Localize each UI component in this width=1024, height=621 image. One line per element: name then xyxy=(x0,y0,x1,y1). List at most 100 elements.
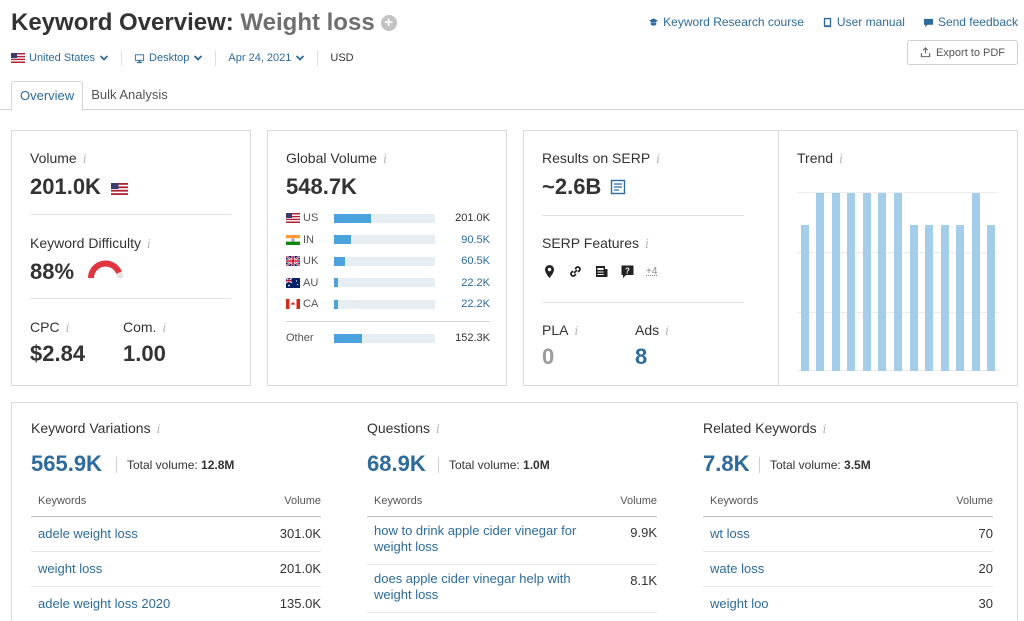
country-row-ca: CA 22.2K xyxy=(286,298,490,310)
link-icon[interactable] xyxy=(568,264,583,279)
keyword-link[interactable]: adele weight loss xyxy=(38,526,138,541)
trend-bar[interactable] xyxy=(878,193,887,371)
serp-features-label: SERP Features i xyxy=(542,235,649,251)
trend-bar[interactable] xyxy=(847,193,856,371)
keyword-volume: 70 xyxy=(978,526,993,541)
keyword-link[interactable]: wate loss xyxy=(710,561,765,576)
country-row-other: Other 152.3K xyxy=(286,332,490,344)
serp-snapshot-icon[interactable] xyxy=(610,179,626,195)
ads-label: Ads i xyxy=(635,322,669,338)
global-volume-card: Global Volume i 548.7K US 201.0K IN 90.5K UK 6… xyxy=(267,130,507,386)
related-count[interactable]: 7.8K xyxy=(703,451,750,476)
info-icon[interactable]: i xyxy=(436,422,440,436)
trend-bar[interactable] xyxy=(971,193,980,371)
send-feedback-link[interactable]: Send feedback xyxy=(923,15,1018,29)
global-volume-value: 548.7K xyxy=(286,174,357,199)
tab-overview[interactable]: Overview xyxy=(11,81,84,111)
title-keyword: Weight loss xyxy=(240,9,375,36)
info-icon[interactable]: i xyxy=(656,152,661,166)
trend-bar[interactable] xyxy=(940,225,949,371)
question-icon[interactable]: ? xyxy=(620,264,635,279)
trend-bar[interactable] xyxy=(956,225,965,371)
info-icon[interactable]: i xyxy=(645,237,649,251)
divider xyxy=(30,298,231,299)
trend-bar[interactable] xyxy=(909,225,918,371)
variations-count[interactable]: 565.9K xyxy=(31,451,102,476)
au-flag-icon xyxy=(286,277,300,288)
country-row-in: IN 90.5K xyxy=(286,234,490,246)
country-volume[interactable]: 22.2K xyxy=(461,298,490,310)
keyword-link[interactable]: adele weight loss 2020 xyxy=(38,596,171,611)
export-pdf-button[interactable]: Export to PDF xyxy=(907,40,1018,65)
keyword-course-link[interactable]: Keyword Research course xyxy=(648,15,804,29)
info-icon[interactable]: i xyxy=(147,237,151,251)
pla-label: PLA i xyxy=(542,322,579,338)
chevron-down-icon xyxy=(194,55,203,61)
info-icon[interactable]: i xyxy=(162,321,167,335)
keyword-link[interactable]: weight loss xyxy=(38,561,103,576)
country-row-au: AU 22.2K xyxy=(286,277,490,289)
results-label: Results on SERP i xyxy=(542,150,661,166)
com-label: Com. i xyxy=(123,319,167,335)
country-volume[interactable]: 60.5K xyxy=(461,255,490,267)
volume-share-fill xyxy=(334,333,363,343)
filters-bar: United States Desktop Apr 24, 2021 USD xyxy=(11,50,378,66)
com-value: 1.00 xyxy=(123,341,166,366)
info-icon[interactable]: i xyxy=(82,152,87,166)
trend-bar[interactable] xyxy=(862,193,871,371)
volume-share-bar xyxy=(334,256,435,266)
keyword-volume: 301.0K xyxy=(279,526,321,541)
info-icon[interactable]: i xyxy=(822,422,827,436)
map-pin-icon[interactable] xyxy=(542,264,557,279)
questions-count[interactable]: 68.9K xyxy=(367,451,426,476)
keyword-link[interactable]: weight loo xyxy=(710,596,769,611)
volume-card: Volume i 201.0K Keyword Difficulty i 88% C… xyxy=(11,130,251,386)
pla-value: 0 xyxy=(542,344,555,369)
difficulty-label: Keyword Difficulty i xyxy=(30,235,151,251)
tab-bar: Overview Bulk Analysis xyxy=(11,81,176,111)
keyword-volume: 9.9K xyxy=(630,525,657,540)
info-icon[interactable]: i xyxy=(839,152,843,166)
more-features-link[interactable]: +4 xyxy=(646,266,658,277)
info-icon[interactable]: i xyxy=(65,321,70,335)
news-icon[interactable] xyxy=(594,264,609,279)
user-manual-link[interactable]: User manual xyxy=(822,15,905,29)
table-row: adele weight loss 301.0K xyxy=(31,517,321,552)
keyword-link[interactable]: how to drink apple cider vinegar for wei… xyxy=(374,523,577,554)
keyword-link[interactable]: wt loss xyxy=(710,526,750,541)
country-code: US xyxy=(286,212,318,224)
date-selector[interactable]: Apr 24, 2021 xyxy=(228,50,319,66)
country-volume: 152.3K xyxy=(455,332,490,344)
device-selector[interactable]: Desktop xyxy=(134,50,217,66)
country-selector[interactable]: United States xyxy=(11,50,123,66)
trend-chart xyxy=(797,192,999,371)
country-volume[interactable]: 22.2K xyxy=(461,276,490,289)
add-keyword-icon[interactable]: + xyxy=(380,15,397,31)
volume-share-fill xyxy=(334,213,372,223)
ads-value[interactable]: 8 xyxy=(635,344,648,369)
trend-bar[interactable] xyxy=(925,225,934,371)
info-icon[interactable]: i xyxy=(665,324,669,338)
tab-bulk-analysis[interactable]: Bulk Analysis xyxy=(91,87,168,102)
info-icon[interactable]: i xyxy=(574,324,579,338)
keyword-volume: 20 xyxy=(978,561,993,576)
desktop-icon xyxy=(134,53,145,63)
volume-share-bar xyxy=(334,213,435,223)
trend-bar[interactable] xyxy=(831,193,840,371)
us-flag-icon xyxy=(11,53,25,63)
table-row: weight loss 201.0K xyxy=(31,552,321,587)
trend-bar[interactable] xyxy=(894,193,902,371)
country-volume[interactable]: 90.5K xyxy=(461,233,490,246)
trend-bar[interactable] xyxy=(816,193,825,371)
svg-text:?: ? xyxy=(625,267,630,276)
info-icon[interactable]: i xyxy=(383,152,387,166)
info-icon[interactable]: i xyxy=(156,422,161,436)
book-icon xyxy=(823,17,832,27)
divider xyxy=(542,215,744,216)
trend-bar[interactable] xyxy=(800,225,809,371)
country-volume: 201.0K xyxy=(455,212,490,224)
questions-widget: Questions i 68.9K Total volume: 1.0M Keyw… xyxy=(367,403,657,621)
volume-share-fill xyxy=(334,235,352,244)
trend-bar[interactable] xyxy=(987,225,996,371)
keyword-link[interactable]: does apple cider vinegar help with weigh… xyxy=(374,571,571,602)
